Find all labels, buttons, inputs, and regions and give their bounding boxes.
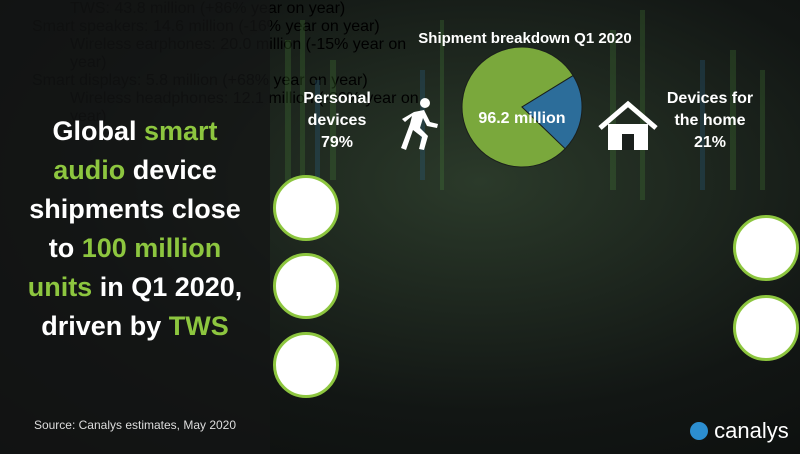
headline-text: Global <box>52 116 144 146</box>
headline: Global smart audio device shipments close t… <box>0 112 270 346</box>
product-icon <box>733 215 799 281</box>
breakdown-title: Shipment breakdown Q1 2020 <box>418 30 632 47</box>
headline-text: smart <box>143 116 218 146</box>
headline-text: units <box>27 272 93 302</box>
product-icon <box>273 175 339 241</box>
segment-name: Devices for the home <box>666 90 754 129</box>
runner-icon <box>401 98 438 150</box>
house-icon <box>598 100 658 150</box>
product-icon <box>733 295 799 361</box>
headline-line: driven by TWS <box>0 307 270 346</box>
headline-line: audio device <box>0 151 270 190</box>
home-label: Devices for the home 21% <box>660 88 760 154</box>
logo-text: canalys <box>714 418 789 443</box>
pie-slice <box>461 46 574 168</box>
product-icon <box>273 253 339 319</box>
headline-line: shipments close <box>0 190 270 229</box>
headline-text: audio <box>53 155 126 185</box>
headline-text: 100 million <box>81 233 222 263</box>
left-panel <box>0 0 270 454</box>
personal-label: Personal devices 79% <box>292 88 382 154</box>
headline-line: Global smart <box>0 112 270 151</box>
headline-text: driven by <box>41 311 169 341</box>
logo: canalys <box>690 418 789 444</box>
segment-share: 79% <box>320 134 354 151</box>
logo-mark <box>690 422 708 440</box>
headline-text: device <box>125 155 217 185</box>
segment-name: Personal devices <box>303 90 371 129</box>
source: Source: Canalys estimates, May 2020 <box>33 418 237 432</box>
segment-share: 21% <box>693 134 727 151</box>
product-icon <box>273 332 339 398</box>
pie-total: 96.2 million <box>478 110 566 127</box>
headline-text: TWS <box>168 311 229 341</box>
headline-text: to <box>48 233 82 263</box>
headline-line: units in Q1 2020, <box>0 268 270 307</box>
headline-line: to 100 million <box>0 229 270 268</box>
pie-slice <box>521 74 583 150</box>
headline-text: shipments close <box>29 194 241 224</box>
headline-text: in Q1 2020, <box>92 272 243 302</box>
